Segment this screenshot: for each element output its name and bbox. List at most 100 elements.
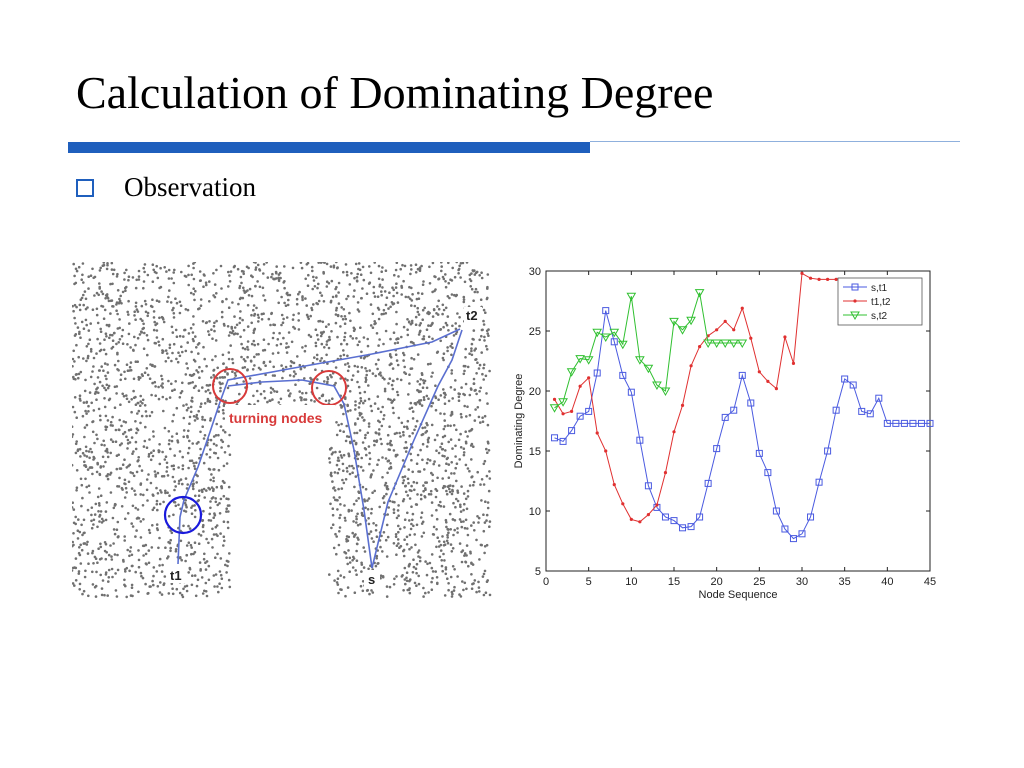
- sensor-dot: [170, 277, 173, 280]
- sensor-dot: [75, 343, 78, 347]
- sensor-dot: [135, 517, 139, 520]
- sensor-dot: [104, 428, 108, 431]
- sensor-dot: [318, 397, 321, 400]
- sensor-dot: [271, 398, 274, 401]
- sensor-dot: [181, 482, 184, 486]
- sensor-dot: [106, 473, 110, 476]
- sensor-dot: [482, 363, 486, 366]
- sensor-dot: [120, 302, 123, 305]
- data-point: [789, 535, 797, 543]
- sensor-dot: [309, 314, 312, 318]
- sensor-dot: [444, 469, 448, 473]
- sensor-dot: [124, 482, 127, 486]
- sensor-dot: [117, 341, 120, 344]
- sensor-dot: [131, 504, 135, 508]
- sensor-dot: [93, 382, 96, 386]
- sensor-dot: [480, 276, 484, 280]
- sensor-dot: [173, 388, 176, 391]
- sensor-dot: [196, 578, 200, 582]
- sensor-dot: [408, 497, 412, 500]
- sensor-dot: [454, 322, 458, 325]
- sensor-dot: [411, 293, 414, 296]
- data-point: [826, 277, 830, 281]
- sensor-dot: [452, 424, 456, 427]
- sensor-dot: [443, 543, 447, 546]
- sensor-dot: [459, 595, 463, 598]
- sensor-dot: [384, 303, 388, 307]
- sensor-dot: [358, 391, 362, 395]
- sensor-dot: [222, 404, 226, 408]
- sensor-dot: [104, 510, 108, 513]
- sensor-dot: [110, 567, 114, 571]
- sensor-dot: [155, 523, 159, 526]
- sensor-dot: [369, 530, 373, 533]
- sensor-dot: [146, 338, 150, 342]
- sensor-dot: [124, 517, 127, 521]
- sensor-dot: [450, 293, 454, 296]
- sensor-dot: [215, 376, 219, 380]
- sensor-dot: [390, 443, 393, 447]
- sensor-dot: [111, 339, 115, 342]
- sensor-dot: [227, 444, 230, 448]
- sensor-dot: [382, 414, 386, 417]
- sensor-dot: [329, 299, 333, 303]
- sensor-dot: [139, 536, 143, 539]
- sensor-dot: [113, 363, 117, 367]
- sensor-dot: [333, 579, 336, 582]
- data-point: [798, 530, 806, 538]
- sensor-dot: [287, 298, 290, 302]
- sensor-dot: [475, 392, 478, 396]
- sensor-dot: [252, 329, 256, 332]
- sensor-dot: [83, 389, 87, 393]
- sensor-dot: [75, 469, 79, 472]
- sensor-dot: [402, 351, 405, 355]
- sensor-dot: [437, 464, 441, 467]
- sensor-dot: [412, 358, 416, 361]
- sensor-dot: [79, 477, 83, 481]
- sensor-dot: [450, 472, 453, 475]
- sensor-dot: [437, 307, 441, 311]
- sensor-dot: [92, 365, 95, 368]
- sensor-dot: [462, 295, 466, 299]
- sensor-dot: [350, 464, 354, 468]
- sensor-dot: [123, 583, 126, 587]
- sensor-dot: [412, 524, 415, 528]
- sensor-dot: [452, 589, 456, 592]
- sensor-dot: [470, 349, 473, 353]
- sensor-dot: [187, 406, 190, 410]
- sensor-dot: [168, 396, 172, 399]
- sensor-dot: [366, 344, 370, 348]
- sensor-dot: [417, 297, 421, 300]
- sensor-dot: [141, 544, 145, 548]
- sensor-dot: [82, 357, 85, 360]
- sensor-dot: [476, 470, 480, 474]
- sensor-dot: [121, 328, 125, 332]
- sensor-dot: [331, 397, 334, 400]
- sensor-dot: [354, 441, 358, 445]
- sensor-dot: [464, 518, 468, 522]
- sensor-dot: [405, 446, 409, 450]
- sensor-dot: [355, 573, 358, 576]
- sensor-dot: [354, 475, 358, 478]
- sensor-dot: [470, 458, 473, 461]
- sensor-dot: [361, 265, 365, 269]
- sensor-dot: [172, 342, 176, 346]
- sensor-dot: [298, 290, 301, 294]
- sensor-dot: [115, 309, 118, 312]
- sensor-dot: [379, 545, 382, 549]
- sensor-dot: [190, 396, 194, 400]
- sensor-dot: [466, 467, 470, 470]
- sensor-dot: [384, 312, 388, 315]
- sensor-dot: [111, 345, 115, 349]
- sensor-dot: [297, 319, 300, 322]
- sensor-dot: [189, 291, 193, 295]
- sensor-dot: [410, 505, 413, 508]
- sensor-dot: [94, 595, 98, 598]
- sensor-dot: [193, 504, 196, 507]
- sensor-dot: [382, 501, 386, 504]
- sensor-dot: [192, 287, 195, 290]
- data-point: [558, 398, 568, 407]
- sensor-dot: [80, 278, 83, 281]
- sensor-dot: [377, 344, 380, 347]
- sensor-dot: [386, 471, 389, 475]
